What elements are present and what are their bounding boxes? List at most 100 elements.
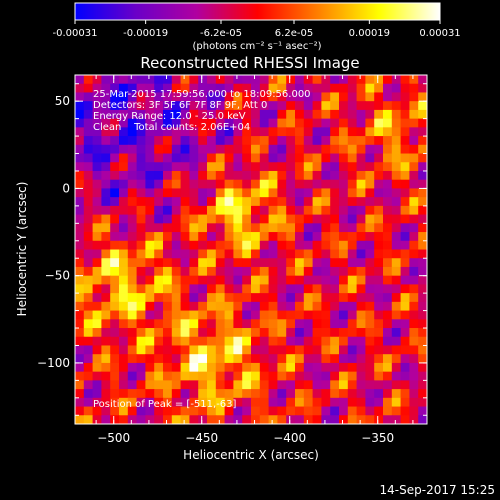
heatmap-cell — [163, 162, 173, 172]
heatmap-cell — [198, 188, 208, 198]
x-axis: −500 −450 −400 −350 — [95, 75, 414, 445]
heatmap-cell — [198, 284, 208, 294]
heatmap-cell — [409, 275, 419, 285]
heatmap-cell — [145, 275, 155, 285]
heatmap-cell — [303, 101, 314, 111]
heatmap-cell — [189, 266, 199, 277]
annotation-time-range: 25-Mar-2015 17:59:56.000 to 18:09:56.000 — [93, 89, 311, 100]
heatmap-cell — [198, 232, 208, 242]
heatmap-cell — [356, 371, 366, 381]
heatmap-cell — [215, 415, 226, 424]
heatmap-cell — [277, 170, 287, 181]
heatmap-cell — [277, 214, 287, 224]
heatmap-cell — [83, 415, 94, 424]
heatmap-cell — [198, 170, 208, 181]
heatmap-cell — [312, 319, 322, 329]
heatmap-cell — [233, 319, 243, 329]
heatmap-cell — [259, 214, 270, 224]
heatmap-cell — [330, 101, 340, 111]
heatmap-cell — [75, 284, 85, 294]
heatmap-cell — [215, 240, 226, 251]
heatmap-cell — [383, 136, 393, 146]
heatmap-cell — [110, 75, 120, 85]
heatmap-cell — [303, 170, 314, 181]
heatmap-cell — [145, 83, 155, 94]
heatmap-cell — [303, 118, 314, 128]
heatmap-cell — [198, 293, 208, 303]
heatmap-cell — [303, 258, 314, 268]
heatmap-cell — [83, 249, 94, 259]
heatmap-cell — [136, 214, 146, 224]
heatmap-cell — [418, 328, 427, 338]
heatmap-cell — [101, 136, 111, 146]
heatmap-cell — [339, 354, 349, 364]
heatmap-cell — [92, 301, 102, 312]
heatmap-cell — [303, 205, 314, 216]
heatmap-cell — [92, 275, 102, 285]
heatmap-cell — [268, 415, 278, 424]
heatmap-cell — [180, 223, 190, 233]
heatmap-cell — [92, 136, 102, 146]
heatmap-cell — [418, 397, 427, 408]
heatmap-cell — [251, 354, 261, 364]
heatmap-cell — [347, 197, 358, 207]
heatmap-cell — [321, 162, 331, 172]
heatmap-cell — [277, 109, 287, 120]
heatmap-cell — [180, 284, 190, 294]
heatmap-cell — [154, 214, 164, 224]
heatmap-cell — [312, 197, 322, 207]
heatmap-cell — [383, 101, 393, 111]
heatmap-cell — [215, 258, 226, 268]
heatmap-cell — [163, 345, 173, 355]
heatmap-cell — [224, 371, 234, 381]
heatmap-cell — [383, 336, 393, 347]
heatmap-cell — [171, 223, 182, 233]
heatmap-cell — [171, 293, 182, 303]
heatmap-cell — [127, 109, 138, 120]
heatmap-cell — [339, 170, 349, 181]
heatmap-cell — [207, 232, 217, 242]
heatmap-cell — [180, 354, 190, 364]
heatmap-cell — [198, 275, 208, 285]
heatmap-cell — [136, 75, 146, 85]
heatmap-cell — [127, 83, 138, 94]
heatmap-cell — [251, 170, 261, 181]
heatmap-cell — [110, 371, 120, 381]
heatmap-cell — [295, 319, 305, 329]
heatmap-cell — [198, 266, 208, 277]
heatmap-cell — [400, 101, 410, 111]
heatmap-cell — [119, 345, 129, 355]
heatmap-cell — [303, 153, 314, 163]
heatmap-cell — [268, 310, 278, 320]
heatmap-cell — [233, 284, 243, 294]
heatmap-cell — [286, 336, 296, 347]
heatmap-cell — [330, 75, 340, 85]
heatmap-cell — [303, 336, 314, 347]
heatmap-cell — [295, 266, 305, 277]
heatmap-cell — [418, 371, 427, 381]
heatmap-cell — [400, 179, 410, 190]
heatmap-cell — [119, 92, 129, 102]
heatmap-cell — [163, 92, 173, 102]
heatmap-cell — [383, 249, 393, 259]
heatmap-cell — [127, 319, 138, 329]
heatmap-cell — [374, 415, 384, 424]
heatmap-cell — [400, 240, 410, 251]
heatmap-cell — [83, 136, 94, 146]
heatmap-cell — [198, 162, 208, 172]
heatmap-cell — [383, 354, 393, 364]
heatmap-cell — [145, 205, 155, 216]
heatmap-cell — [303, 397, 314, 408]
heatmap-cell — [189, 336, 199, 347]
heatmap-cell — [110, 249, 120, 259]
heatmap-cell — [180, 301, 190, 312]
heatmap-cell — [75, 205, 85, 216]
heatmap-cell — [163, 240, 173, 251]
heatmap-cell — [75, 83, 85, 94]
heatmap-cell — [321, 83, 331, 94]
heatmap-cell — [259, 301, 270, 312]
heatmap-cell — [75, 109, 85, 120]
heatmap-cell — [127, 345, 138, 355]
heatmap-cell — [303, 232, 314, 242]
